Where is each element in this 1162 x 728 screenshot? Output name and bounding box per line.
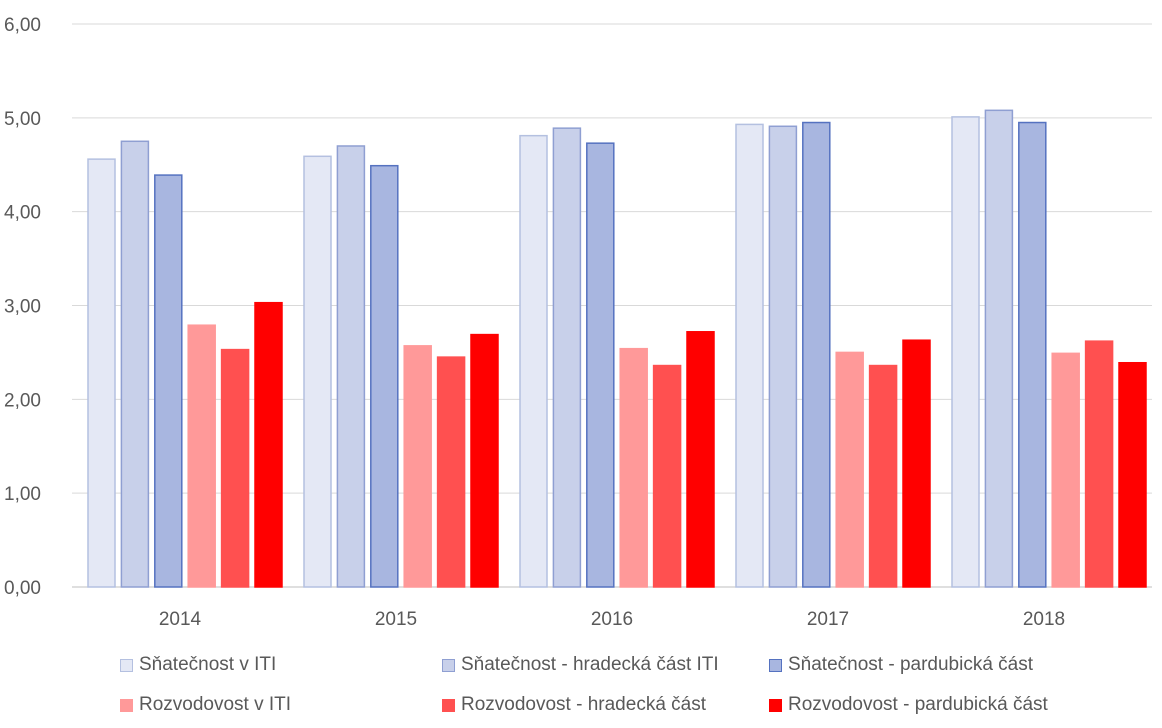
y-tick-label: 4,00 (4, 203, 41, 224)
bar (1018, 121, 1047, 588)
y-tick-label: 1,00 (4, 484, 41, 505)
bar (154, 174, 183, 588)
bars (87, 109, 1147, 588)
bar (835, 351, 864, 588)
x-axis-ticks: 2014 2015 2016 2017 2018 (159, 609, 1065, 630)
bar (1084, 340, 1114, 588)
bar (303, 155, 332, 588)
y-axis-ticks: 0,00 1,00 2,00 3,00 4,00 5,00 6,00 (4, 15, 41, 599)
bar (984, 109, 1014, 588)
bar (336, 145, 366, 588)
bar (1118, 361, 1147, 588)
bar (951, 116, 980, 588)
y-tick-label: 0,00 (4, 578, 41, 599)
y-tick-label: 3,00 (4, 297, 41, 318)
bar (220, 348, 250, 588)
x-tick-label: 2017 (807, 609, 849, 630)
bar (370, 164, 399, 588)
x-tick-label: 2016 (591, 609, 633, 630)
y-tick-label: 2,00 (4, 390, 41, 411)
bar (686, 331, 715, 588)
bar (768, 125, 798, 588)
bar (619, 347, 648, 588)
bar (802, 121, 831, 588)
bar (519, 134, 548, 588)
bar (1051, 352, 1080, 588)
bar (187, 324, 216, 588)
bar (586, 142, 615, 588)
x-tick-label: 2014 (159, 609, 202, 630)
y-tick-label: 5,00 (4, 109, 41, 130)
bar (254, 301, 283, 588)
bar (735, 123, 764, 588)
bar (403, 345, 432, 588)
bar (868, 364, 898, 588)
bar (436, 356, 466, 588)
y-tick-label: 6,00 (4, 15, 41, 36)
bar (470, 333, 499, 588)
x-tick-label: 2015 (375, 609, 417, 630)
bar (652, 364, 682, 588)
bar (552, 127, 582, 588)
bar (87, 158, 116, 588)
bar (120, 140, 150, 588)
x-tick-label: 2018 (1023, 609, 1065, 630)
bar (902, 339, 931, 588)
